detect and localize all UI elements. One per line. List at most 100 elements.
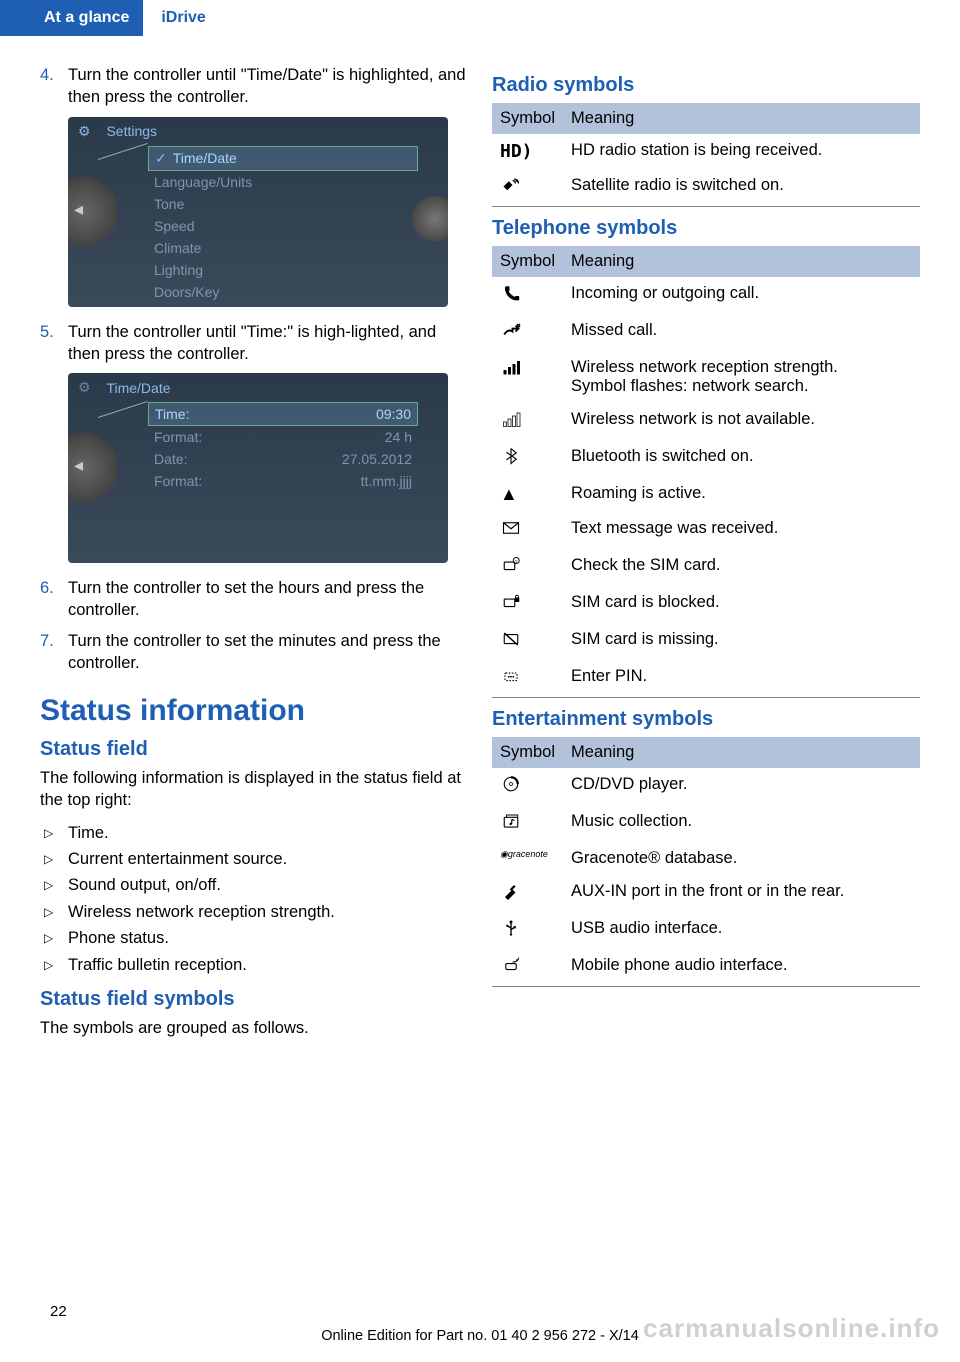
step-text: Turn the controller to set the minutes a… <box>68 630 468 675</box>
col-meaning: Meaning <box>563 246 920 277</box>
list-item-label: Lighting <box>154 262 203 278</box>
sim-check-icon: ? <box>492 549 563 586</box>
row-value: 09:30 <box>376 406 411 422</box>
row-label: Time: <box>155 406 189 422</box>
page-number: 22 <box>50 1303 67 1320</box>
list-item: Date: 27.05.2012 <box>148 448 418 470</box>
step-number: 7. <box>40 630 68 675</box>
step-4: 4. Turn the controller until "Time/Date"… <box>40 64 468 109</box>
step-number: 6. <box>40 577 68 622</box>
row-value: 24 h <box>385 429 412 445</box>
row-label: Format: <box>154 473 202 489</box>
list-item: Format: 24 h <box>148 426 418 448</box>
list-item: Format: tt.mm.jjjj <box>148 470 418 492</box>
table-cell: Wireless network reception strength. Sym… <box>563 351 920 403</box>
table-cell: AUX-IN port in the front or in the rear. <box>563 875 920 912</box>
page-content: 4. Turn the controller until "Time/Date"… <box>0 36 960 1047</box>
list-item: ✓Time/Date <box>148 146 418 171</box>
music-collection-icon <box>492 805 563 842</box>
row-value: 27.05.2012 <box>342 451 412 467</box>
step-text: Turn the controller to set the hours and… <box>68 577 468 622</box>
table-row: Satellite radio is switched on. <box>492 169 920 207</box>
col-symbol: Symbol <box>492 246 563 277</box>
table-cell: USB audio interface. <box>563 912 920 949</box>
settings-list: ✓Time/Date Language/Units Tone Speed Cli… <box>68 146 448 303</box>
heading-status-field-symbols: Status field symbols <box>40 988 468 1011</box>
table-cell: Check the SIM card. <box>563 549 920 586</box>
col-symbol: Symbol <box>492 737 563 768</box>
table-header-row: Symbol Meaning <box>492 103 920 134</box>
list-item: Tone <box>148 193 418 215</box>
status-field-list: Time. Current entertainment source. Soun… <box>40 820 468 978</box>
table-row: HD) HD radio station is being received. <box>492 134 920 169</box>
signal-bars-icon <box>492 351 563 403</box>
sim-lock-icon <box>492 586 563 623</box>
row-label: Format: <box>154 429 202 445</box>
screen-title: Time/Date <box>68 373 448 402</box>
table-cell: Enter PIN. <box>563 660 920 698</box>
right-column: Radio symbols Symbol Meaning HD) HD radi… <box>492 64 920 1047</box>
table-row: Mobile phone audio interface. <box>492 949 920 987</box>
telephone-symbols-table: Symbol Meaning Incoming or outgoing call… <box>492 246 920 698</box>
list-item: Current entertainment source. <box>68 846 468 872</box>
list-item: Time. <box>68 820 468 846</box>
step-number: 4. <box>40 64 68 109</box>
radio-symbols-table: Symbol Meaning HD) HD radio station is b… <box>492 103 920 207</box>
step-text: Turn the controller until "Time:" is hig… <box>68 321 468 366</box>
heading-status-field: Status field <box>40 738 468 761</box>
idrive-screenshot-timedate: Time/Date Time: 09:30 Format: 24 h Date: 27… <box>68 373 448 563</box>
list-item: Climate <box>148 237 418 259</box>
table-cell: Text message was received. <box>563 512 920 549</box>
list-item: Speed <box>148 215 418 237</box>
enter-pin-icon <box>492 660 563 698</box>
table-row: Incoming or outgoing call. <box>492 277 920 314</box>
idrive-screenshot-settings: Settings ✓Time/Date Language/Units Tone … <box>68 117 448 307</box>
table-row: ?Check the SIM card. <box>492 549 920 586</box>
heading-status-info: Status information <box>40 694 468 728</box>
table-header-row: Symbol Meaning <box>492 246 920 277</box>
step-7: 7. Turn the controller to set the minute… <box>40 630 468 675</box>
message-icon <box>492 512 563 549</box>
table-row: Enter PIN. <box>492 660 920 698</box>
row-label: Date: <box>154 451 187 467</box>
signal-bars-off-icon <box>492 403 563 440</box>
list-item: Phone status. <box>68 925 468 951</box>
heading-entertainment-symbols: Entertainment symbols <box>492 708 920 731</box>
step-number: 5. <box>40 321 68 366</box>
timedate-list: Time: 09:30 Format: 24 h Date: 27.05.2012 F… <box>68 402 448 492</box>
table-row: Missed call. <box>492 314 920 351</box>
list-item: Language/Units <box>148 171 418 193</box>
step-5: 5. Turn the controller until "Time:" is … <box>40 321 468 366</box>
table-cell: Bluetooth is switched on. <box>563 440 920 477</box>
col-meaning: Meaning <box>563 103 920 134</box>
heading-telephone-symbols: Telephone symbols <box>492 217 920 240</box>
table-row: ▲Roaming is active. <box>492 477 920 512</box>
list-item: Traffic bulletin reception. <box>68 952 468 978</box>
table-cell: Missed call. <box>563 314 920 351</box>
phone-audio-icon <box>492 949 563 987</box>
table-row: Text message was received. <box>492 512 920 549</box>
list-item-label: Speed <box>154 218 194 234</box>
table-cell: CD/DVD player. <box>563 768 920 805</box>
left-column: 4. Turn the controller until "Time/Date"… <box>40 64 468 1047</box>
col-meaning: Meaning <box>563 737 920 768</box>
screen-title: Settings <box>68 117 448 146</box>
gracenote-icon: ◉gracenote <box>492 842 563 875</box>
check-icon: ✓ <box>155 150 167 166</box>
call-icon <box>492 277 563 314</box>
table-cell: Wireless network is not available. <box>563 403 920 440</box>
table-cell: SIM card is blocked. <box>563 586 920 623</box>
step-6: 6. Turn the controller to set the hours … <box>40 577 468 622</box>
screen-title-label: Settings <box>106 123 157 139</box>
row-value: tt.mm.jjjj <box>361 473 412 489</box>
table-cell: Roaming is active. <box>563 477 920 512</box>
list-item: Sound output, on/off. <box>68 872 468 898</box>
table-row: USB audio interface. <box>492 912 920 949</box>
aux-icon <box>492 875 563 912</box>
header-sub: iDrive <box>143 9 205 27</box>
heading-radio-symbols: Radio symbols <box>492 74 920 97</box>
table-row: Music collection. <box>492 805 920 842</box>
body-text: The symbols are grouped as follows. <box>40 1017 468 1039</box>
footer-line: Online Edition for Part no. 01 40 2 956 … <box>0 1328 960 1344</box>
col-symbol: Symbol <box>492 103 563 134</box>
